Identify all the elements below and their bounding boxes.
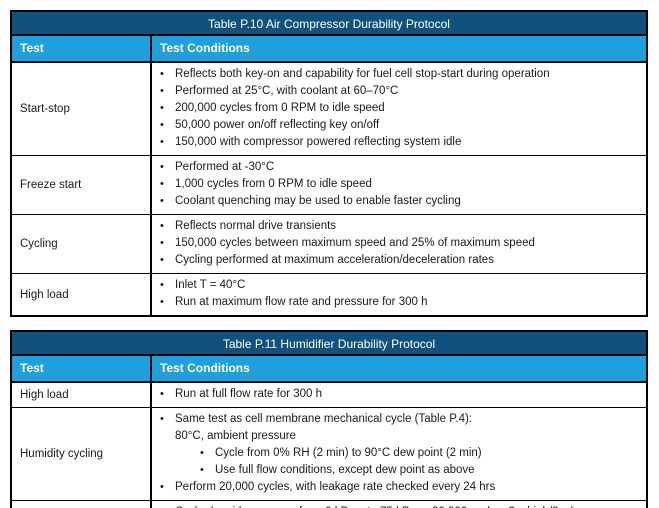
bullet-icon: • [160, 237, 164, 249]
table-row: Cycling • Reflects normal drive transients… [12, 215, 646, 274]
condition-text: Performed at -30°C [175, 161, 275, 173]
condition-text: Run at maximum flow rate and pressure fo… [175, 296, 428, 308]
bullet-icon: • [160, 481, 164, 493]
condition-item: • Same test as cell membrane mechanical c… [160, 411, 638, 428]
bullet-icon: • [160, 178, 164, 190]
condition-text: 150,000 cycles between maximum speed and… [175, 237, 535, 249]
condition-item: •Cycle dry-side pressure from 0 kPa g to… [160, 504, 638, 508]
test-name-cell: High load [12, 274, 152, 315]
bullet-icon: • [160, 136, 164, 148]
bullet-icon: • [200, 447, 204, 459]
condition-text: 200,000 cycles from 0 RPM to idle speed [175, 102, 385, 114]
condition-continuation: 80°C, ambient pressure [175, 430, 296, 442]
bullet-icon: • [160, 504, 175, 508]
bullet-icon: • [160, 119, 164, 131]
condition-text: Perform 20,000 cycles, with leakage rate… [175, 481, 496, 493]
test-conditions-cell: • Reflects both key-on and capability for… [152, 63, 646, 155]
bullet-icon: • [160, 413, 164, 425]
table-title: Table P.10 Air Compressor Durability Pro… [12, 12, 646, 36]
condition-text: Cycle dry-side pressure from 0 kPa g to … [175, 504, 636, 508]
condition-item: • Use full flow conditions, except dew po… [200, 462, 638, 479]
test-name-cell: Pressure cycling [12, 501, 152, 508]
table-row: Start-stop • Reflects both key-on and capa… [12, 63, 646, 156]
condition-item: • Inlet T = 40°C [160, 277, 638, 294]
bullet-icon: • [160, 68, 164, 80]
condition-text: Reflects both key-on and capability for … [175, 68, 550, 80]
condition-item: • Run at maximum flow rate and pressure f… [160, 294, 638, 311]
test-name-cell: Humidity cycling [12, 408, 152, 500]
condition-item: • Perform 20,000 cycles, with leakage rat… [160, 479, 638, 496]
bullet-icon: • [160, 296, 164, 308]
table-header-row: Test Test Conditions [12, 36, 646, 63]
condition-text: Performed at 25°C, with coolant at 60–70… [175, 85, 399, 97]
bullet-icon: • [160, 220, 164, 232]
condition-text: 1,000 cycles from 0 RPM to idle speed [175, 178, 372, 190]
condition-text: Same test as cell membrane mechanical cy… [175, 413, 473, 425]
column-header-test: Test [12, 36, 152, 61]
condition-text: 50,000 power on/off reflecting key on/of… [175, 119, 380, 131]
table-row: Freeze start • Performed at -30°C • 1,000 cy… [12, 156, 646, 215]
bullet-icon: • [200, 464, 204, 476]
table-header-row: Test Test Conditions [12, 356, 646, 383]
condition-text: Reflects normal drive transients [175, 220, 337, 232]
bullet-icon: • [160, 279, 164, 291]
table-row: High load • Inlet T = 40°C • Run at maximum … [12, 274, 646, 315]
table-row: Humidity cycling • Same test as cell membr… [12, 408, 646, 501]
condition-text: Cycling performed at maximum acceleratio… [175, 254, 494, 266]
condition-text: Coolant quenching may be used to enable … [175, 195, 461, 207]
condition-text: Run at full flow rate for 300 h [175, 388, 323, 400]
test-conditions-cell: • Inlet T = 40°C • Run at maximum flow rate… [152, 274, 646, 315]
bullet-icon: • [160, 85, 164, 97]
condition-text: 150,000 with compressor powered reflecti… [175, 136, 462, 148]
condition-item: • Performed at 25°C, with coolant at 60–7… [160, 83, 638, 100]
table-row: Pressure cycling •Cycle dry-side pressure… [12, 501, 646, 508]
table-body: Start-stop • Reflects both key-on and capa… [12, 63, 646, 315]
condition-item: • Cycle from 0% RH (2 min) to 90°C dew po… [200, 445, 638, 462]
column-header-test-conditions: Test Conditions [160, 41, 250, 55]
condition-item: • 200,000 cycles from 0 RPM to idle speed [160, 100, 638, 117]
bullet-icon: • [160, 388, 164, 400]
column-header-test-conditions: Test Conditions [160, 361, 250, 375]
bullet-icon: • [160, 161, 164, 173]
test-conditions-cell: • Performed at -30°C • 1,000 cycles from 0 … [152, 156, 646, 214]
condition-item: • Coolant quenching may be used to enable… [160, 193, 638, 210]
test-conditions-cell: • Run at full flow rate for 300 h [152, 383, 646, 407]
condition-item: • Performed at -30°C [160, 159, 638, 176]
table-body: High load • Run at full flow rate for 300 … [12, 383, 646, 508]
test-name-cell: Start-stop [12, 63, 152, 155]
air-compressor-durability-table: Table P.10 Air Compressor Durability Pro… [10, 10, 648, 317]
test-conditions-cell: • Same test as cell membrane mechanical c… [152, 408, 646, 500]
humidifier-durability-table: Table P.11 Humidifier Durability Protoco… [10, 330, 648, 508]
test-name-cell: Freeze start [12, 156, 152, 214]
condition-text: Cycle from 0% RH (2 min) to 90°C dew poi… [215, 447, 482, 459]
condition-text: Use full flow conditions, except dew poi… [215, 464, 475, 476]
table-row: High load • Run at full flow rate for 300 … [12, 383, 646, 408]
condition-item: • 50,000 power on/off reflecting key on/o… [160, 117, 638, 134]
condition-item: • Reflects normal drive transients [160, 218, 638, 235]
condition-item: • 1,000 cycles from 0 RPM to idle speed [160, 176, 638, 193]
condition-item: • 150,000 with compressor powered reflect… [160, 134, 638, 151]
condition-item: • 150,000 cycles between maximum speed an… [160, 235, 638, 252]
column-header-test: Test [12, 356, 152, 381]
test-conditions-cell: •Cycle dry-side pressure from 0 kPa g to… [152, 501, 646, 508]
condition-text: Inlet T = 40°C [175, 279, 246, 291]
condition-item: • Run at full flow rate for 300 h [160, 386, 638, 403]
test-conditions-cell: • Reflects normal drive transients • 150,00… [152, 215, 646, 273]
table-title: Table P.11 Humidifier Durability Protoco… [12, 332, 646, 356]
test-name-cell: Cycling [12, 215, 152, 273]
condition-item: • Cycling performed at maximum accelerati… [160, 252, 638, 269]
bullet-icon: • [160, 195, 164, 207]
bullet-icon: • [160, 254, 164, 266]
condition-item: • Reflects both key-on and capability for… [160, 66, 638, 83]
test-name-cell: High load [12, 383, 152, 407]
bullet-icon: • [160, 102, 164, 114]
